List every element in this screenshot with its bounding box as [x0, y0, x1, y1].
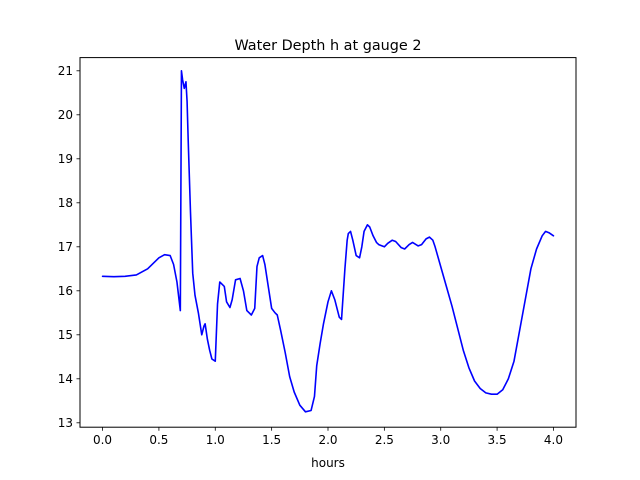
x-tick-label: 3.5: [488, 433, 507, 447]
chart-title: Water Depth h at gauge 2: [234, 38, 421, 54]
x-tick-label: 0.0: [93, 433, 112, 447]
y-tick-label: 14: [58, 372, 73, 386]
x-tick-label: 2.5: [375, 433, 394, 447]
x-axis: 0.0 0.5 1.0 1.5 2.0 2.5 3.0 3.5 4.0: [93, 427, 563, 447]
y-tick-label: 21: [58, 64, 73, 78]
y-axis: 13 14 15 16 17 18 19 20 21: [58, 64, 80, 430]
y-tick-label: 20: [58, 108, 73, 122]
plot-frame: [79, 57, 577, 428]
x-tick-label: 2.0: [318, 433, 337, 447]
series-layer: [101, 70, 555, 413]
y-tick-label: 19: [58, 152, 73, 166]
x-tick-label: 0.5: [149, 433, 168, 447]
y-tick-label: 18: [58, 196, 73, 210]
series-line: [101, 70, 555, 413]
x-tick-label: 1.0: [206, 433, 225, 447]
y-tick-label: 13: [58, 416, 73, 430]
x-tick-label: 1.5: [262, 433, 281, 447]
y-tick-label: 17: [58, 240, 73, 254]
x-tick-label: 4.0: [544, 433, 563, 447]
y-tick-label: 15: [58, 328, 73, 342]
x-tick-label: 3.0: [431, 433, 450, 447]
y-tick-label: 16: [58, 284, 73, 298]
x-axis-label: hours: [311, 456, 345, 470]
